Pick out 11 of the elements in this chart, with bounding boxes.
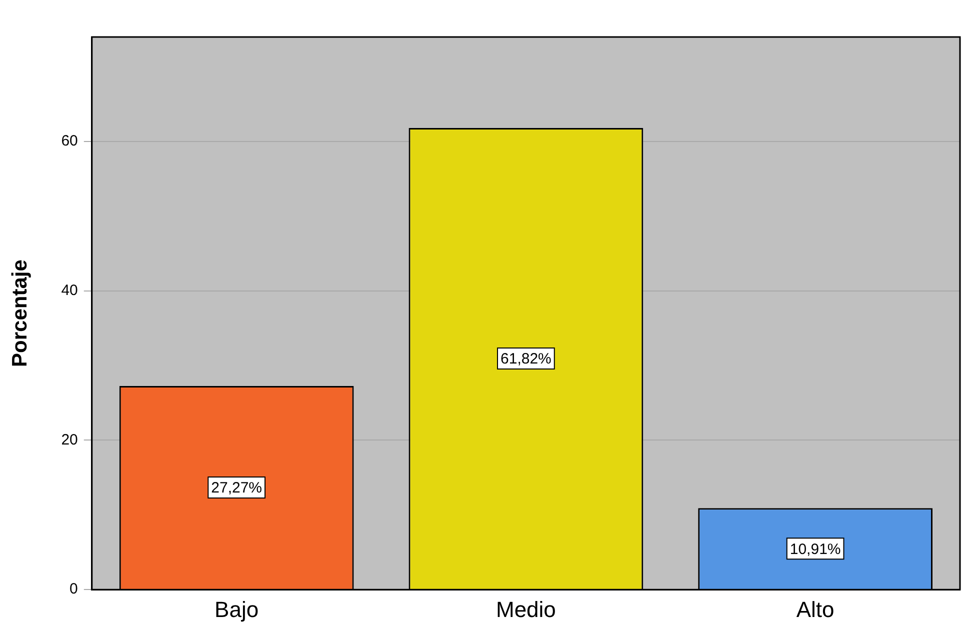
y-tick-label: 60 xyxy=(61,132,78,150)
y-tick-label: 0 xyxy=(70,580,78,598)
y-tick-label: 40 xyxy=(61,282,78,300)
data-label: 27,27% xyxy=(211,480,262,497)
data-label: 10,91% xyxy=(790,540,841,558)
y-tick-label: 20 xyxy=(61,431,78,448)
x-tick-label: Alto xyxy=(796,596,834,622)
data-label: 61,82% xyxy=(500,350,552,368)
x-tick-label: Bajo xyxy=(214,596,259,622)
x-tick-label: Medio xyxy=(496,596,556,622)
y-axis-title: Porcentaje xyxy=(8,260,32,367)
